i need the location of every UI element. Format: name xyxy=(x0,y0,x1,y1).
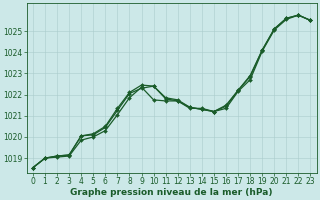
X-axis label: Graphe pression niveau de la mer (hPa): Graphe pression niveau de la mer (hPa) xyxy=(70,188,273,197)
